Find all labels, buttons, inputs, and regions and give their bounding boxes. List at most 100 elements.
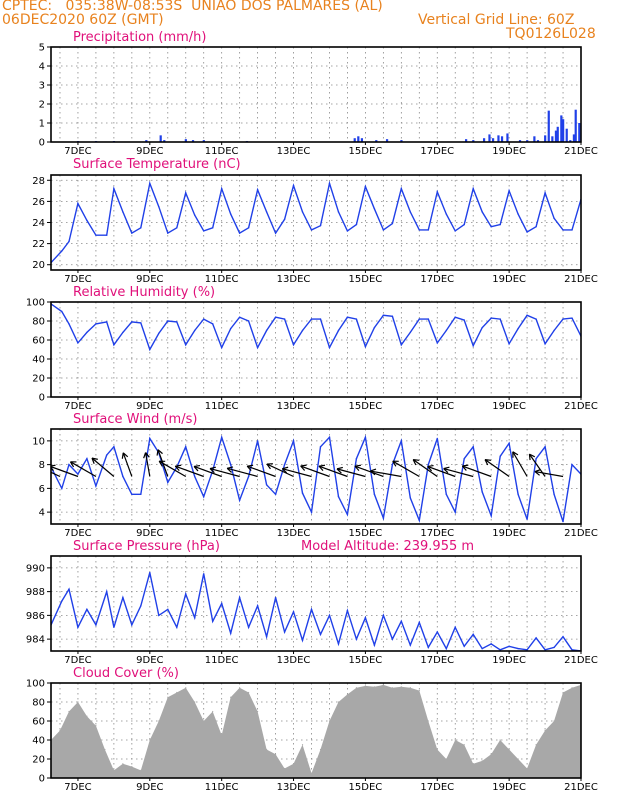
wind-arrow — [193, 464, 222, 478]
series-point — [562, 318, 564, 320]
x-tick-label: 15DEC — [349, 782, 383, 793]
series-point — [61, 310, 63, 313]
series-point — [167, 608, 169, 611]
series-point — [409, 331, 412, 334]
cloud-point — [230, 696, 232, 698]
series-point — [68, 463, 70, 466]
cloud-point — [239, 687, 241, 689]
series-point — [454, 511, 456, 513]
series-point — [355, 318, 358, 320]
series-point — [490, 514, 492, 517]
series-point — [77, 473, 79, 475]
series-point — [463, 457, 465, 460]
wind-arrow — [158, 460, 187, 478]
series-point — [382, 614, 385, 617]
series-point — [140, 605, 142, 607]
y-tick-label: 1 — [39, 119, 45, 130]
cloud-point — [355, 687, 358, 689]
y-tick-label: 24 — [32, 218, 45, 229]
y-tick-label: 0 — [39, 774, 45, 785]
x-tick-label: 19DEC — [492, 782, 526, 793]
series-point — [140, 227, 142, 229]
series-point — [194, 475, 196, 478]
series-point — [167, 232, 169, 234]
cloud-point — [562, 691, 564, 694]
series-point — [61, 600, 63, 602]
series-point — [472, 345, 474, 347]
x-tick-label: 9DEC — [136, 146, 163, 157]
x-tick-label: 21DEC — [564, 782, 598, 793]
cloud-point — [328, 720, 331, 722]
precip-bar — [184, 139, 187, 142]
y-tick-label: 28 — [32, 176, 45, 187]
series-point — [445, 213, 447, 215]
series-point — [472, 188, 474, 190]
series-point — [571, 463, 573, 466]
y-tick-label: 8 — [39, 460, 45, 471]
y-tick-label: 4 — [39, 62, 45, 73]
series-point — [553, 646, 555, 649]
series-point — [454, 316, 456, 318]
series-point — [373, 208, 376, 210]
precip-bar — [357, 136, 360, 142]
series-point — [490, 643, 492, 645]
x-tick-label: 21DEC — [564, 528, 598, 539]
series-point — [544, 343, 546, 345]
series-point — [355, 638, 358, 640]
series-point — [517, 647, 519, 650]
x-tick-label: 19DEC — [492, 146, 526, 157]
series-point — [571, 317, 573, 319]
cloud-point — [292, 763, 295, 765]
cloud-point — [472, 763, 474, 765]
wind-arrow — [121, 452, 133, 477]
series-point — [364, 185, 367, 188]
wind-arrow — [318, 464, 348, 478]
cloud-point — [203, 720, 205, 722]
series-point — [382, 517, 385, 519]
panel-frame — [50, 428, 582, 525]
precip-bar — [360, 138, 364, 142]
y-tick-label: 0 — [39, 393, 45, 404]
series-point — [382, 229, 385, 231]
precip-bar — [536, 140, 540, 142]
series-point — [436, 191, 438, 193]
panel-title: Surface Wind (m/s) — [73, 412, 197, 427]
series-point — [346, 316, 349, 318]
precip-bar — [145, 140, 148, 142]
cloud-point — [364, 685, 367, 687]
series-point — [472, 633, 474, 636]
series-point — [105, 454, 108, 456]
cloud-point — [400, 686, 402, 688]
cloud-point — [77, 701, 79, 703]
series-point — [409, 644, 412, 646]
y-tick-label: 100 — [26, 679, 45, 690]
series-point — [292, 611, 295, 613]
cloud-point — [544, 729, 546, 732]
cloud-point — [553, 720, 555, 722]
series-point — [247, 227, 250, 229]
series-point — [526, 231, 528, 233]
series-point — [203, 573, 205, 575]
series-point — [265, 329, 268, 332]
panel-title: Precipitation (mm/h) — [73, 30, 206, 45]
y-tick-label: 20 — [32, 374, 45, 385]
x-tick-label: 11DEC — [205, 146, 239, 157]
series-point — [400, 440, 403, 442]
series-point — [122, 475, 124, 478]
cloud-point — [409, 687, 411, 689]
series-point — [131, 624, 133, 626]
x-tick-label: 19DEC — [492, 401, 526, 412]
panel-title: Cloud Cover (%) — [73, 666, 179, 681]
series-group — [51, 434, 581, 524]
precip-bar — [551, 136, 554, 142]
series-point — [526, 518, 528, 520]
x-tick-label: 15DEC — [349, 528, 383, 539]
wind-arrow — [427, 464, 456, 478]
x-tick-label: 21DEC — [564, 274, 598, 285]
series-point — [418, 519, 421, 522]
series-point — [274, 596, 277, 599]
series-point — [571, 649, 573, 651]
y-tick-label: 10 — [32, 436, 45, 447]
series-point — [310, 608, 313, 611]
